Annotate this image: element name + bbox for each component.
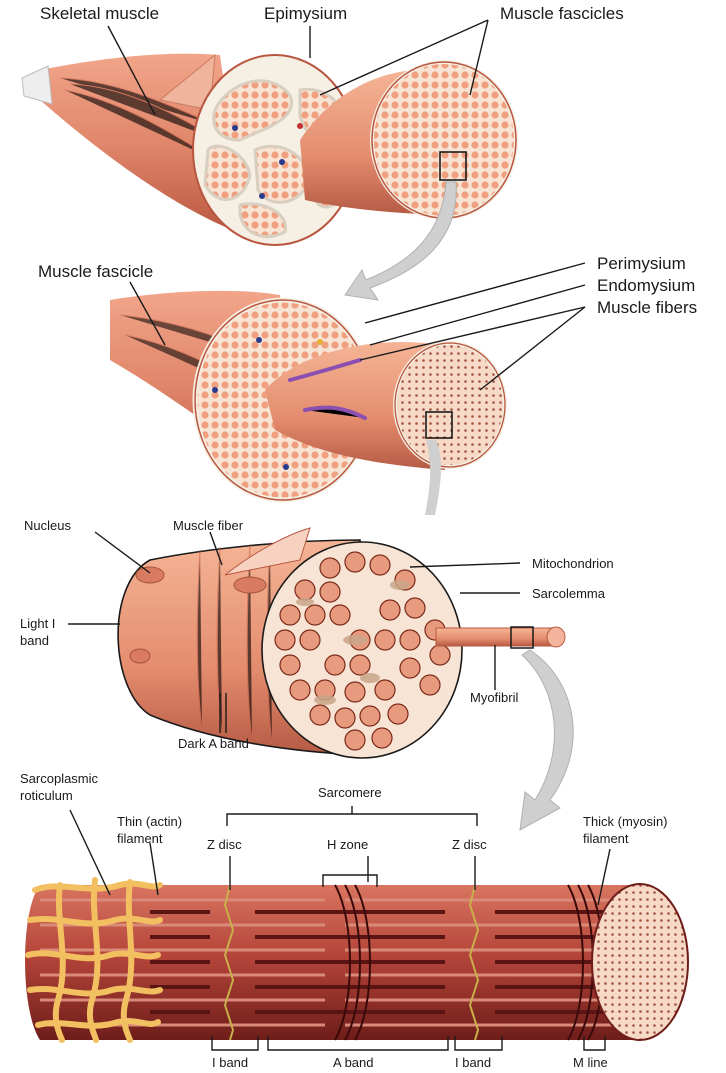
- label-thick-filament-line1: Thick (myosin): [583, 814, 668, 829]
- mitochondria: [296, 580, 410, 705]
- tendon: [21, 65, 53, 105]
- brackets: [211, 806, 606, 1051]
- label-thin-filament-line1: Thin (actin): [117, 814, 182, 829]
- label-muscle-fascicles: Muscle fascicles: [500, 4, 624, 23]
- label-muscle-fiber: Muscle fiber: [173, 518, 244, 533]
- zoom-arrow-2: [425, 440, 441, 515]
- label-sarcoplasmic-line1: Sarcoplasmic: [20, 771, 99, 786]
- label-skeletal-muscle: Skeletal muscle: [40, 4, 159, 23]
- label-i-band-right: I band: [455, 1055, 491, 1070]
- myofibril-strand: [435, 627, 557, 647]
- fiber-end-outline: [394, 342, 506, 468]
- label-light-i-band-line2: band: [20, 633, 49, 648]
- label-sarcomere: Sarcomere: [318, 785, 382, 800]
- label-mitochondrion: Mitochondrion: [532, 556, 614, 571]
- zoom-arrow-3: [519, 649, 574, 831]
- fascicle-dots: [212, 337, 323, 470]
- label-z-disc-right: Z disc: [452, 837, 487, 852]
- label-muscle-fascicle: Muscle fascicle: [38, 262, 153, 281]
- fiber-nuclei: [129, 566, 267, 664]
- label-z-disc-left: Z disc: [207, 837, 242, 852]
- label-perimysium: Perimysium: [597, 254, 686, 273]
- label-i-band-left: I band: [212, 1055, 248, 1070]
- myofibril-cross-sections: [274, 551, 451, 751]
- section-muscle-fiber: [117, 527, 574, 831]
- label-muscle-fibers: Muscle fibers: [597, 298, 697, 317]
- zoom-box-2: [425, 411, 453, 439]
- label-myofibril: Myofibril: [470, 690, 519, 705]
- label-nucleus: Nucleus: [24, 518, 71, 533]
- sarcoplasmic-reticulum: [25, 877, 163, 1043]
- label-dark-a-band: Dark A band: [178, 736, 249, 751]
- text-labels: Skeletal muscle Epimysium Muscle fascicl…: [20, 4, 697, 1070]
- label-m-line: M line: [573, 1055, 608, 1070]
- myofibril-end-section: [591, 883, 689, 1041]
- sarcolemma-flap: [224, 527, 311, 576]
- label-thin-filament-line2: filament: [117, 831, 163, 846]
- label-h-zone: H zone: [327, 837, 368, 852]
- epimysium-flap: [158, 53, 216, 111]
- muscle-striations: [59, 77, 219, 161]
- label-thick-filament-line2: filament: [583, 831, 629, 846]
- label-a-band: A band: [333, 1055, 374, 1070]
- capillaries: [288, 358, 367, 420]
- label-sarcoplasmic-line2: roticulum: [20, 788, 73, 803]
- label-sarcolemma: Sarcolemma: [532, 586, 606, 601]
- section-myofibril: [25, 877, 689, 1043]
- zoom-box-3: [510, 626, 534, 649]
- label-light-i-band-line1: Light I: [20, 616, 55, 631]
- label-epimysium: Epimysium: [264, 4, 347, 23]
- z-disc-lines: [223, 884, 480, 1041]
- leader-lines: [68, 19, 611, 906]
- myofibril-end: [546, 626, 566, 648]
- label-endomysium: Endomysium: [597, 276, 695, 295]
- section-muscle-fascicle: [110, 290, 507, 515]
- zoom-box-1: [439, 151, 467, 181]
- zoom-arrow-1: [344, 181, 457, 301]
- section-skeletal-muscle: [21, 53, 518, 301]
